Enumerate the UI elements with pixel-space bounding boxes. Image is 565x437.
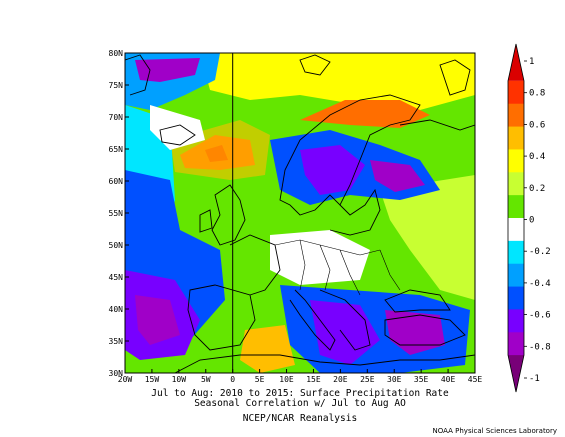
colorbar-swatch bbox=[508, 332, 524, 356]
coast-russia-north bbox=[399, 119, 475, 131]
lon-tick-label: 35E bbox=[414, 375, 429, 384]
coastlines bbox=[125, 54, 475, 373]
field-yellow-north bbox=[200, 53, 475, 110]
colorbar-label: -0.2 bbox=[529, 247, 551, 257]
field-purple-northwest bbox=[135, 58, 200, 82]
lon-tick-label: 10W bbox=[172, 375, 187, 384]
map-field bbox=[125, 53, 475, 373]
coast-uk bbox=[211, 184, 246, 246]
caption-line-1: Jul to Aug: 2010 to 2015: Surface Precip… bbox=[151, 388, 449, 399]
field-magenta-west bbox=[135, 295, 180, 345]
lat-tick-label: 45N bbox=[109, 273, 124, 282]
lon-tick-label: 40E bbox=[441, 375, 456, 384]
lat-tick-label: 70N bbox=[109, 113, 124, 122]
colorbar-swatch bbox=[508, 195, 524, 219]
latitude-axis: 30N 35N 40N 45N 50N 55N 60N 65N 70N 75N 80N bbox=[109, 49, 129, 378]
colorbar-label: 0.2 bbox=[529, 184, 545, 194]
colorbar-label: -0.4 bbox=[529, 279, 551, 289]
coast-ireland bbox=[199, 209, 213, 233]
colorbar-swatch bbox=[508, 355, 524, 392]
borders-central-europe bbox=[274, 239, 401, 296]
longitude-axis: 20W 15W 10W 5W 0 5E 10E 15E 20E 25E 30E 35E 40E 45E bbox=[118, 369, 483, 384]
lat-tick-label: 40N bbox=[109, 305, 124, 314]
lon-tick-label: 5E bbox=[255, 375, 265, 384]
colorbar-swatch bbox=[508, 263, 524, 288]
field-white-west bbox=[150, 105, 205, 150]
field-purple-russia bbox=[370, 160, 425, 192]
coast-svalbard bbox=[299, 54, 331, 76]
caption-line-2: Seasonal Correlation w/ Jul to Aug AO bbox=[194, 398, 406, 409]
coast-scandinavia bbox=[279, 94, 421, 216]
field-white-center bbox=[270, 230, 370, 285]
colorbar-label: -0.8 bbox=[529, 342, 551, 352]
coast-iberia bbox=[187, 284, 256, 351]
colorbar-swatch bbox=[508, 149, 524, 173]
colorbar-label: 0.4 bbox=[529, 152, 545, 162]
lat-tick-label: 65N bbox=[109, 145, 124, 154]
field-yellow-iberia bbox=[240, 325, 295, 373]
caption-line-3: NCEP/NCAR Reanalysis bbox=[242, 413, 358, 424]
coast-novaya bbox=[439, 59, 471, 96]
lon-tick-label: 20E bbox=[333, 375, 348, 384]
coast-baltic bbox=[329, 188, 381, 236]
lon-tick-label: 15E bbox=[306, 375, 321, 384]
coast-italy bbox=[289, 289, 336, 351]
lat-tick-label: 60N bbox=[109, 177, 124, 186]
field-purple-med bbox=[310, 300, 380, 365]
lat-tick-label: 55N bbox=[109, 209, 124, 218]
lat-tick-label: 35N bbox=[109, 337, 124, 346]
lat-tick-label: 50N bbox=[109, 241, 124, 250]
lon-tick-label: 25E bbox=[360, 375, 375, 384]
lon-tick-label: 15W bbox=[145, 375, 160, 384]
colorbar-swatch bbox=[508, 126, 524, 150]
lon-tick-label: 45E bbox=[468, 375, 483, 384]
colorbar-swatch bbox=[508, 286, 524, 310]
colorbar: 1 0.8 0.6 0.4 0.2 0 -0.2 -0.4 -0.6 -0.8 -1 bbox=[507, 43, 551, 393]
lon-tick-label: 30E bbox=[387, 375, 402, 384]
colorbar-swatch bbox=[508, 218, 524, 242]
coast-turkey bbox=[384, 314, 466, 346]
colorbar-outline bbox=[507, 43, 525, 393]
credit-label: NOAA Physical Sciences Laboratory bbox=[432, 427, 557, 435]
colorbar-label: 1 bbox=[529, 57, 534, 67]
coast-france bbox=[229, 234, 281, 296]
colorbar-swatch bbox=[508, 103, 524, 128]
field-lightgreen-east bbox=[380, 175, 475, 300]
lon-tick-label: 10E bbox=[279, 375, 294, 384]
coast-blacksea bbox=[384, 289, 451, 313]
lon-tick-label: 0 bbox=[230, 375, 235, 384]
colorbar-label: 0 bbox=[529, 216, 534, 226]
lat-tick-label: 30N bbox=[109, 369, 124, 378]
lat-tick-label: 75N bbox=[109, 81, 124, 90]
lat-tick-label: 80N bbox=[109, 49, 124, 58]
lon-tick-label: 5W bbox=[201, 375, 211, 384]
coast-iceland bbox=[159, 124, 196, 146]
coast-balkans bbox=[319, 289, 371, 351]
colorbar-swatch bbox=[508, 44, 524, 81]
lon-tick-label: 20W bbox=[118, 375, 133, 384]
colorbar-swatch bbox=[508, 172, 524, 196]
colorbar-swatch bbox=[508, 80, 524, 105]
colorbar-swatch bbox=[508, 309, 524, 333]
colorbar-label: -1 bbox=[529, 374, 540, 384]
coast-africa bbox=[174, 354, 475, 373]
field-orange-scand bbox=[300, 100, 430, 128]
colorbar-label: -0.6 bbox=[529, 311, 551, 321]
field-purple-scand bbox=[300, 145, 365, 195]
colorbar-label: 0.6 bbox=[529, 120, 545, 130]
coast-greenland bbox=[125, 54, 151, 96]
colorbar-swatch bbox=[508, 240, 524, 265]
colorbar-label: 0.8 bbox=[529, 89, 545, 99]
field-purple-turkey bbox=[385, 310, 445, 355]
